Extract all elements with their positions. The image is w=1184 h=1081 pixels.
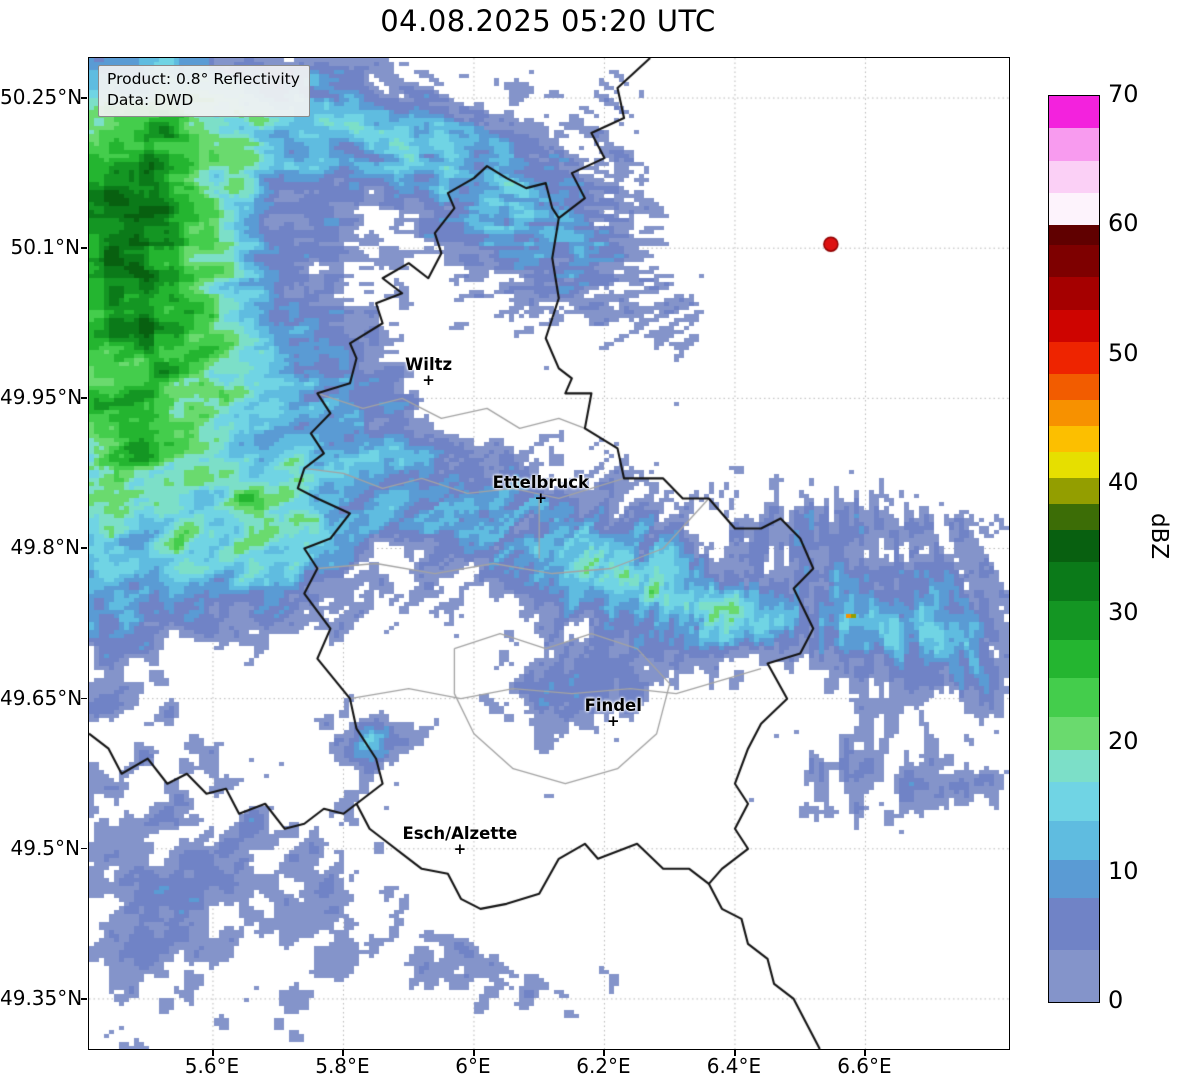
colorbar-segment [1049,477,1099,504]
colorbar-segment [1049,128,1099,161]
colorbar-unit-label: dBZ [1146,513,1172,560]
colorbar-segment [1049,717,1099,750]
colorbar-segment [1049,374,1099,401]
colorbar-segment [1049,400,1099,427]
colorbar-segment [1049,160,1099,194]
city-label: Wiltz [405,355,453,375]
colorbar-tick-label: 70 [1108,80,1139,108]
city-marker: + [453,839,467,858]
radar-map-canvas [89,58,1009,1049]
colorbar-tick-label: 30 [1108,597,1139,626]
city-marker: + [606,711,620,730]
lat-tick-label: 49.95°N [0,385,83,410]
info-data-source: Data: DWD [107,90,194,109]
lon-tick-label: 5.8°E [315,1054,370,1078]
lat-tick-label: 50.1°N [10,235,81,260]
colorbar-segment [1049,244,1099,278]
colorbar-segment [1049,309,1099,342]
colorbar-segment [1049,451,1099,478]
lon-tick-mark [864,1050,867,1056]
plot-title: 04.08.2025 05:20 UTC [380,4,716,38]
lat-tick-mark [81,397,87,399]
colorbar-segment [1049,225,1099,245]
colorbar-segment [1049,193,1099,226]
colorbar-segment [1049,426,1099,452]
lon-tick-mark [342,1050,345,1056]
colorbar-segment [1049,678,1099,718]
colorbar-segment [1049,859,1099,899]
lon-tick-mark [472,1050,475,1056]
lon-tick-label: 6.2°E [576,1054,631,1078]
colorbar-segment [1049,950,1099,1002]
colorbar-tick-label: 20 [1108,727,1139,756]
map-frame: Product: 0.8° Reflectivity Data: DWD [88,57,1010,1050]
lat-tick-mark [81,97,87,99]
city-label: Esch/Alzette [402,823,518,843]
lat-tick-mark [81,547,87,550]
city-marker: + [534,489,548,508]
colorbar-segment [1049,898,1099,951]
colorbar-tick-label: 40 [1108,468,1139,497]
lon-tick-mark [733,1050,736,1056]
colorbar-segment [1049,503,1099,530]
lat-tick-label: 50.25°N [0,85,83,110]
colorbar-segment [1049,341,1099,375]
lon-tick-label: 6.6°E [837,1054,892,1078]
city-label: Ettelbruck [492,473,589,493]
colorbar [1048,95,1100,1003]
colorbar-tick-label: 10 [1108,856,1139,885]
colorbar-segment [1049,277,1099,310]
colorbar-segment [1049,781,1099,821]
lon-tick-label: 6.4°E [706,1054,762,1078]
city-marker: + [422,371,435,390]
colorbar-segment [1049,96,1099,129]
lon-tick-label: 6°E [455,1054,491,1078]
colorbar-segment [1049,529,1099,562]
colorbar-tick-label: 0 [1108,986,1124,1014]
lat-tick-label: 49.8°N [10,535,81,560]
lon-tick-mark [211,1050,214,1056]
lat-tick-label: 49.5°N [10,835,81,860]
lat-tick-mark [81,997,87,1000]
info-box: Product: 0.8° Reflectivity Data: DWD [98,65,310,117]
lat-tick-mark [81,847,87,850]
colorbar-segment [1049,639,1099,679]
info-product: Product: 0.8° Reflectivity [107,70,300,88]
lat-tick-label: 49.35°N [0,985,83,1010]
lat-tick-label: 49.65°N [0,685,83,710]
lat-tick-mark [81,247,87,249]
lon-tick-label: 5.6°E [184,1054,240,1078]
lon-tick-mark [603,1050,606,1056]
city-label: Findel [584,695,642,715]
lat-tick-mark [81,697,87,700]
colorbar-segment [1049,600,1099,640]
colorbar-segment [1049,749,1099,782]
colorbar-segment [1049,820,1099,860]
colorbar-tick-label: 50 [1108,338,1139,367]
colorbar-tick-label: 60 [1108,209,1139,238]
colorbar-segment [1049,561,1099,601]
